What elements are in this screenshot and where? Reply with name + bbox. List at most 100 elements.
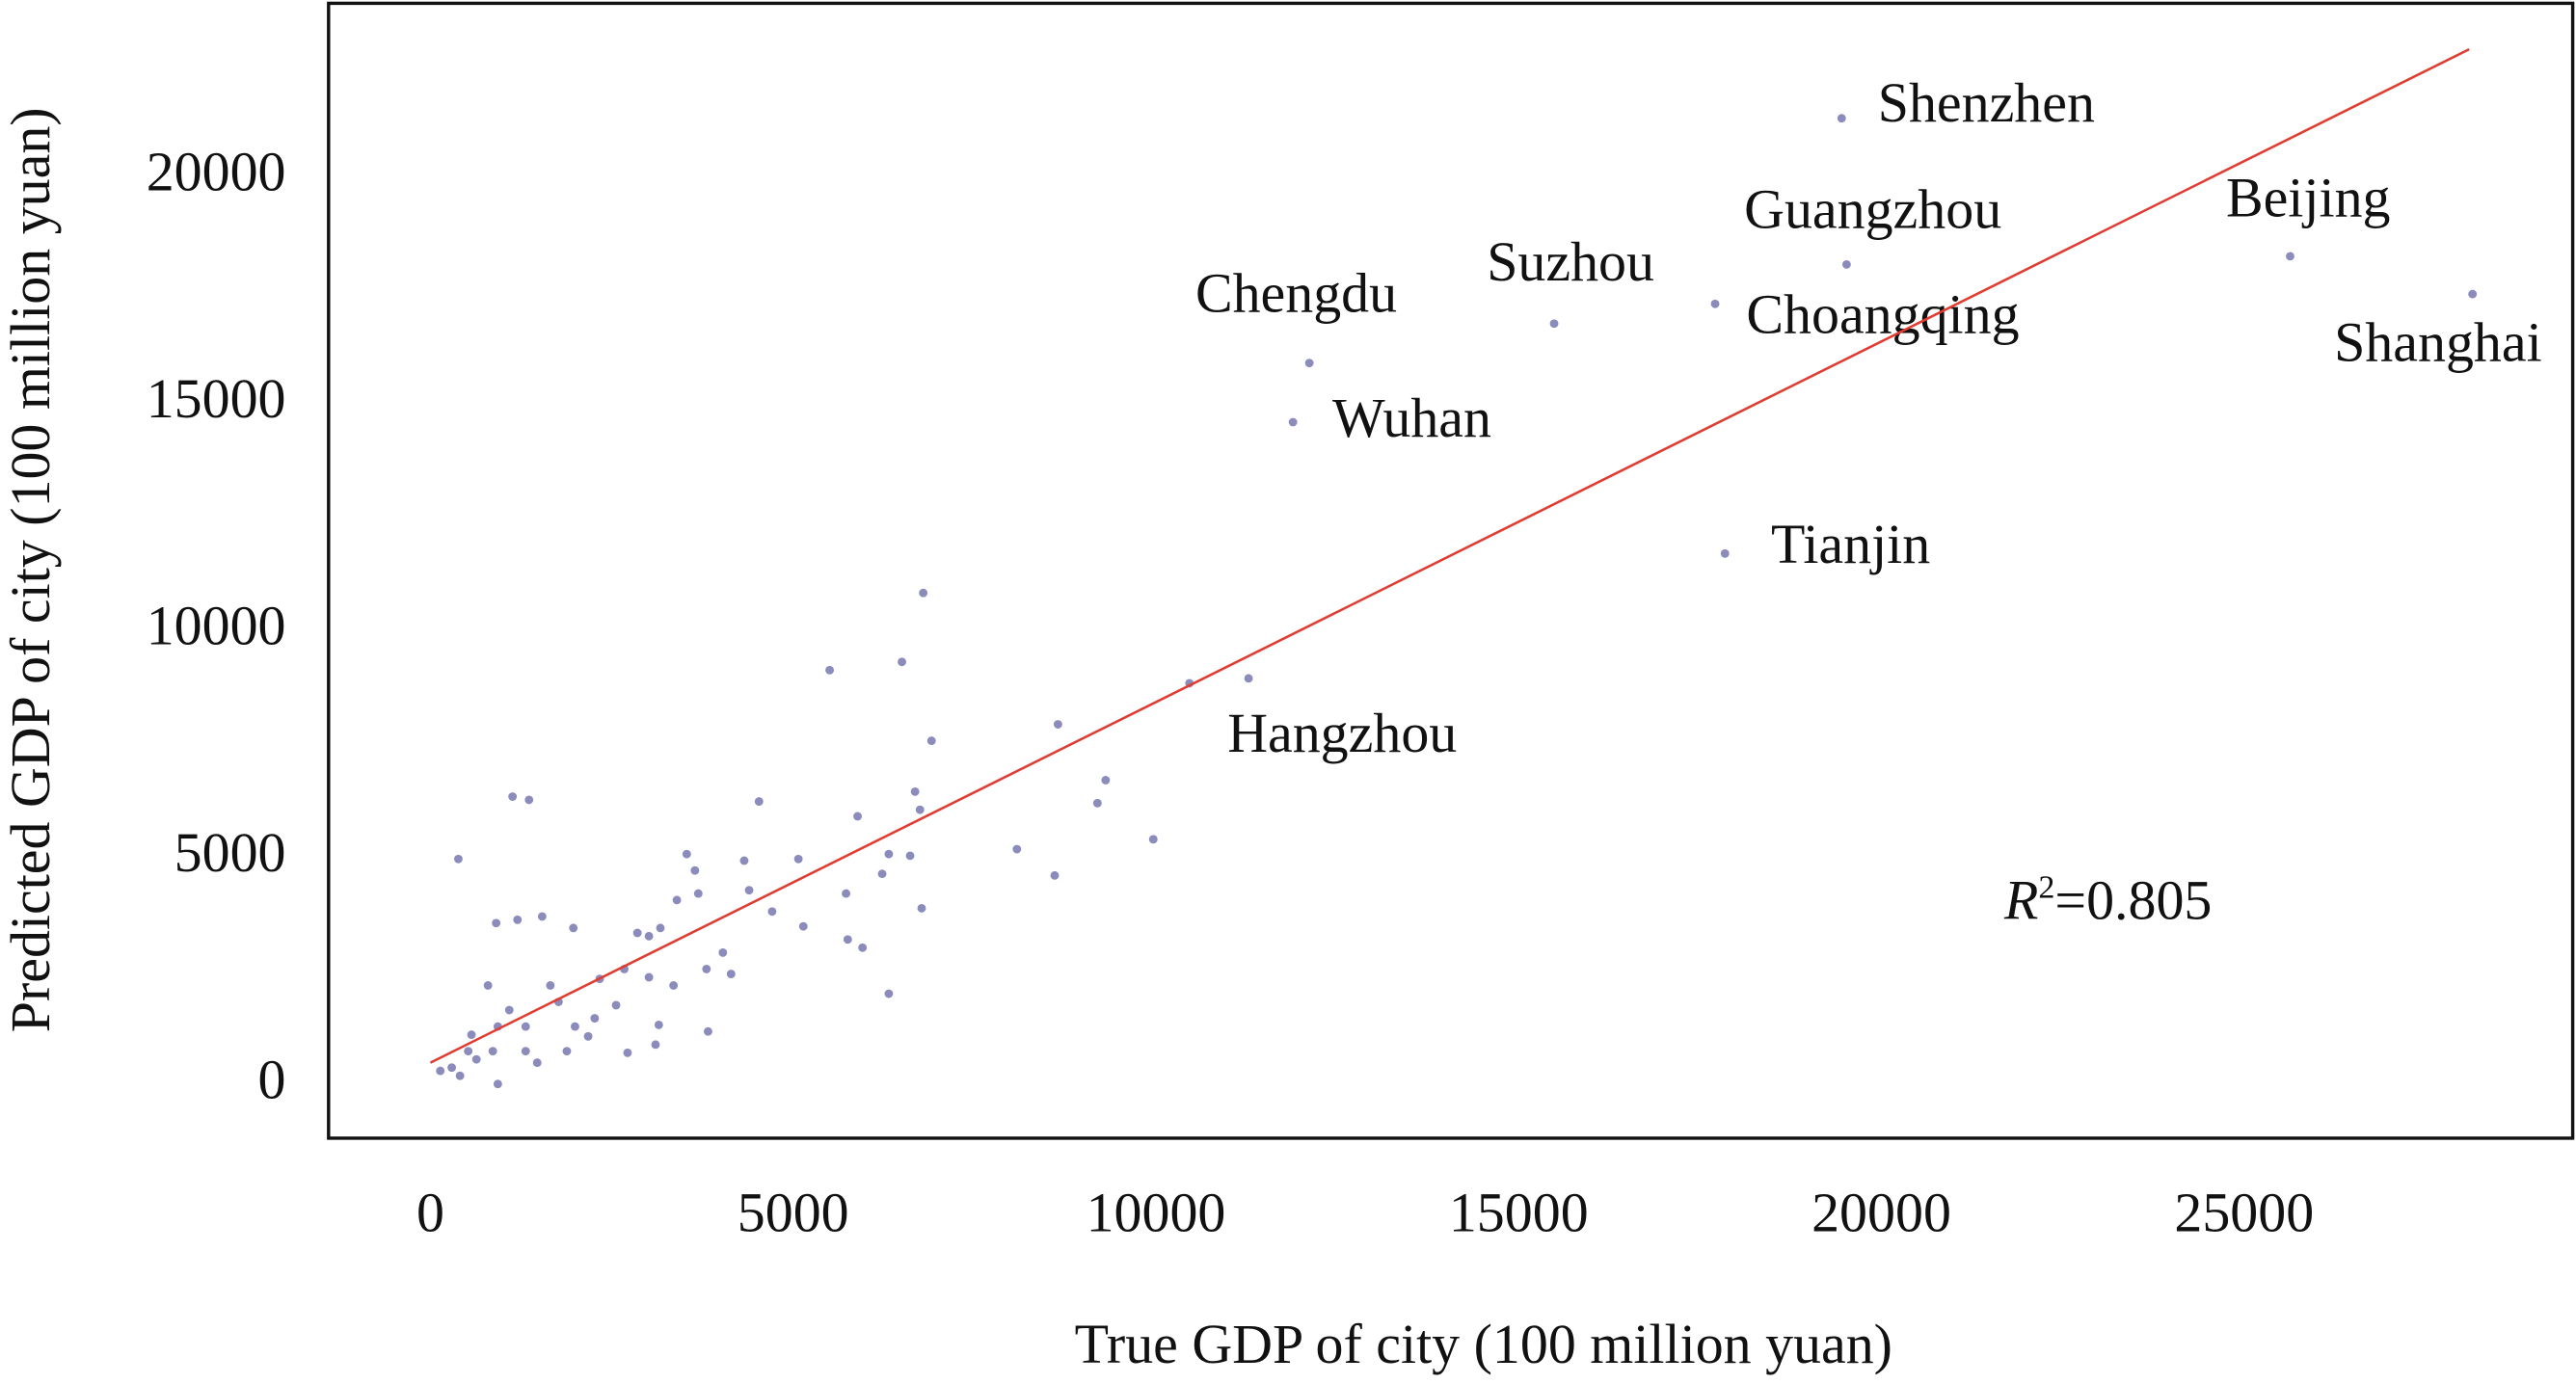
point: [853, 812, 862, 821]
point-label: Suzhou: [1487, 230, 1654, 293]
point-label: Chengdu: [1195, 261, 1397, 324]
point: [793, 854, 803, 864]
point: [524, 795, 534, 805]
point: [2286, 252, 2294, 261]
point: [644, 931, 654, 941]
point: [521, 1022, 530, 1031]
point: [471, 1054, 481, 1064]
point: [682, 849, 691, 859]
point: [1720, 548, 1730, 558]
point-label: Tianjin: [1771, 513, 1930, 575]
point: [1304, 359, 1314, 368]
point: [562, 1047, 572, 1056]
point: [1148, 835, 1158, 844]
point: [513, 915, 523, 924]
r-squared: R2=0.805: [2003, 869, 2212, 932]
point: [656, 923, 665, 933]
point-label: Hangzhou: [1227, 702, 1457, 764]
point: [754, 797, 764, 807]
point: [632, 928, 642, 938]
point: [546, 981, 555, 990]
x-tick-label: 5000: [738, 1182, 849, 1244]
point-label: Shenzhen: [1878, 71, 2095, 134]
point: [669, 981, 679, 990]
point: [702, 965, 711, 973]
point: [726, 970, 736, 979]
point: [915, 805, 925, 814]
point: [926, 736, 936, 746]
point: [569, 923, 578, 933]
r-symbol: R: [2003, 869, 2038, 932]
point: [672, 895, 682, 905]
point: [919, 588, 928, 598]
point: [654, 1020, 663, 1029]
point: [455, 1071, 465, 1080]
point: [590, 1014, 600, 1023]
point: [690, 865, 700, 875]
point: [447, 1063, 457, 1073]
y-tick-label: 15000: [147, 367, 286, 430]
point: [1101, 776, 1111, 785]
point-label: Choangqing: [1746, 283, 2019, 346]
point: [842, 889, 851, 898]
point: [493, 1079, 502, 1089]
point: [644, 972, 654, 982]
point: [1050, 870, 1060, 880]
point: [825, 665, 835, 675]
point: [1710, 299, 1720, 308]
r-value: =0.805: [2054, 869, 2212, 932]
point: [718, 947, 728, 957]
point: [492, 918, 501, 928]
point: [521, 1047, 530, 1056]
point: [1549, 319, 1559, 329]
x-tick-label: 25000: [2174, 1182, 2314, 1244]
point: [571, 1022, 579, 1031]
point: [767, 907, 777, 917]
point: [454, 854, 463, 864]
r-power: 2: [2038, 869, 2054, 905]
point: [877, 869, 887, 879]
point: [1053, 720, 1062, 729]
point: [739, 856, 749, 865]
point: [744, 886, 754, 895]
point: [504, 1005, 514, 1015]
point: [693, 889, 703, 898]
point: [704, 1026, 712, 1036]
point: [843, 935, 852, 945]
x-tick-label: 10000: [1087, 1182, 1226, 1244]
plot-frame: [327, 1, 2575, 1140]
point: [884, 989, 894, 998]
point: [488, 1047, 497, 1056]
point: [651, 1040, 660, 1050]
point: [917, 903, 926, 913]
x-tick-label: 15000: [1449, 1182, 1589, 1244]
point: [858, 943, 868, 952]
point: [884, 849, 894, 859]
fit-line: [429, 48, 2470, 1064]
point: [1244, 674, 1253, 683]
point: [467, 1030, 476, 1040]
point: [483, 981, 493, 990]
point: [436, 1066, 445, 1076]
point: [905, 851, 915, 861]
point: [1841, 259, 1851, 269]
y-axis-title: Predicted GDP of city (100 million yuan): [0, 107, 62, 1032]
point: [1012, 844, 1022, 854]
x-axis-title: True GDP of city (100 million yuan): [1075, 1313, 1892, 1375]
point: [464, 1047, 473, 1056]
point: [537, 912, 547, 921]
y-tick-label: 5000: [174, 821, 286, 884]
point: [798, 921, 808, 931]
point: [583, 1031, 593, 1041]
point: [2468, 289, 2478, 299]
y-tick-label: 0: [258, 1049, 286, 1111]
y-tick-label: 20000: [147, 140, 286, 202]
point-label: Shanghai: [2334, 311, 2542, 374]
x-tick-label: 20000: [1811, 1182, 1951, 1244]
point: [910, 786, 920, 796]
x-tick-label: 0: [416, 1182, 444, 1244]
point: [611, 1000, 621, 1010]
point: [532, 1058, 542, 1068]
point-label: Guangzhou: [1744, 178, 2001, 241]
